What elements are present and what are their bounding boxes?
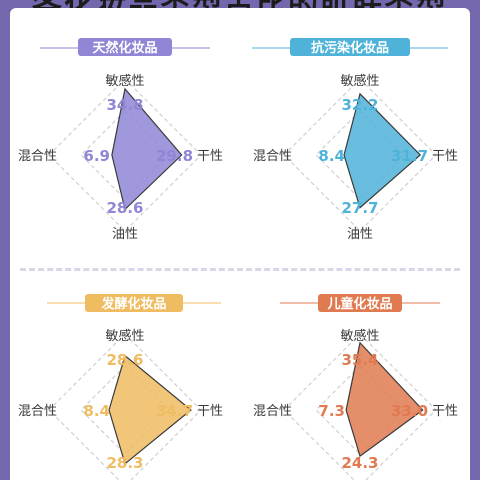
data-label: 35.4 [341, 351, 378, 369]
data-label: 33.0 [391, 402, 428, 420]
data-label: 31.7 [391, 147, 428, 165]
radar-series-area [345, 341, 424, 458]
data-label: 32.2 [341, 96, 378, 114]
axis-label: 干性 [197, 404, 223, 419]
chart-title-badge [290, 38, 410, 56]
radar-grid-outer [48, 78, 202, 232]
axis-label: 混合性 [253, 149, 292, 164]
data-label: 34.7 [156, 402, 193, 420]
radar-grid-outer [283, 78, 437, 232]
chart-title-badge [78, 38, 172, 56]
axis-label: 油性 [112, 227, 138, 242]
axis-label: 敏感性 [105, 73, 144, 89]
radar-grid-outer [48, 333, 202, 480]
radar-series-area [111, 87, 183, 211]
data-label: 6.9 [83, 147, 110, 165]
data-label: 28.3 [106, 454, 143, 472]
axis-label: 干性 [432, 149, 458, 164]
chart-title: 儿童化妆品 [326, 296, 392, 312]
axis-label: 干性 [432, 404, 458, 419]
axis-label: 混合性 [253, 404, 292, 419]
axis-label: 敏感性 [340, 73, 379, 89]
data-label: 34.8 [106, 96, 143, 114]
data-label: 7.3 [318, 402, 345, 420]
radar-series-area [343, 92, 422, 209]
chart-title-badge [85, 294, 183, 312]
data-label: 8.4 [318, 147, 345, 165]
data-label: 28.6 [106, 199, 143, 217]
data-label: 28.6 [106, 351, 143, 369]
axis-label: 敏感性 [340, 328, 379, 344]
axis-label: 干性 [197, 149, 223, 164]
data-label: 27.7 [341, 199, 378, 217]
radar-series-area [108, 354, 192, 465]
data-label: 24.3 [341, 454, 378, 472]
data-label: 8.4 [83, 402, 110, 420]
data-label: 29.8 [156, 147, 193, 165]
chart-title: 天然化妆品 [92, 40, 157, 56]
chart-title: 抗污染化妆品 [311, 40, 389, 56]
chart-title: 发酵化妆品 [100, 296, 166, 312]
chart-title-badge [318, 294, 402, 312]
section-divider [20, 268, 460, 271]
axis-label: 敏感性 [105, 328, 144, 344]
axis-label: 混合性 [18, 404, 57, 419]
radar-grid-outer [283, 333, 437, 480]
axis-label: 混合性 [18, 149, 57, 164]
axis-label: 油性 [347, 227, 373, 242]
